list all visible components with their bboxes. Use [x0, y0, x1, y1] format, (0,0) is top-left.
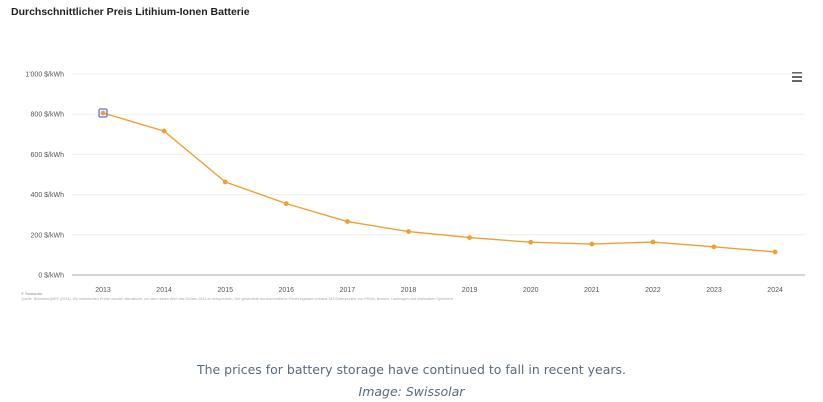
y-tick-label: 200 $/kWh — [31, 232, 65, 239]
x-tick-label: 2019 — [462, 287, 478, 294]
highlight-marker — [98, 108, 108, 118]
x-tick-label: 2015 — [217, 287, 233, 294]
chart-credit: © Swissolar — [21, 291, 43, 296]
chart-title: Durchschnittlicher Preis Litihium-Ionen … — [11, 6, 250, 18]
data-point — [467, 235, 472, 241]
line-chart: 0 $/kWh 200 $/kWh 400 $/kWh 600 $/kWh 800 $/… — [25, 72, 805, 294]
data-point — [650, 239, 656, 245]
hamburger-menu-icon[interactable] — [790, 72, 804, 86]
data-point — [589, 241, 595, 247]
x-tick-label: 2016 — [279, 287, 295, 294]
x-tick-label: 2014 — [156, 287, 172, 294]
x-tick-label: 2024 — [767, 287, 783, 294]
x-tick-label: 2013 — [95, 287, 111, 294]
data-point — [283, 201, 289, 207]
data-point — [345, 219, 350, 224]
image-source: Image: Swissolar — [358, 384, 465, 399]
x-tick-label: 2017 — [340, 287, 356, 294]
data-point — [772, 249, 778, 255]
data-point — [528, 239, 534, 245]
chart-footnote: Quelle: BloombergNEF (2024). Die histori… — [21, 297, 455, 301]
y-tick-label: 600 $/kWh — [31, 152, 65, 159]
x-tick-label: 2021 — [584, 287, 600, 294]
y-tick-label: 400 $/kWh — [31, 192, 65, 199]
x-tick-label: 2023 — [706, 287, 722, 294]
y-axis-labels: 0 $/kWh 200 $/kWh 400 $/kWh 600 $/kWh 800 $/… — [25, 72, 64, 280]
data-point — [711, 244, 717, 250]
series-line-path — [102, 112, 776, 253]
data-point — [222, 179, 228, 185]
x-tick-label: 2020 — [523, 287, 539, 294]
series-line — [102, 112, 776, 253]
y-tick-label: 0 $/kWh — [38, 273, 64, 280]
image-caption: The prices for battery storage have cont… — [196, 362, 627, 377]
data-point — [406, 229, 411, 234]
data-points — [98, 108, 778, 255]
y-tick-label: 1'000 $/kWh — [25, 72, 64, 79]
x-axis-labels: 2013 2014 2015 2016 2017 2018 2019 2020 2021 2022… — [95, 287, 783, 294]
x-tick-label: 2018 — [401, 287, 417, 294]
y-tick-label: 800 $/kWh — [31, 112, 65, 119]
x-tick-label: 2022 — [645, 287, 661, 294]
data-point — [100, 110, 106, 116]
data-point — [161, 128, 167, 134]
